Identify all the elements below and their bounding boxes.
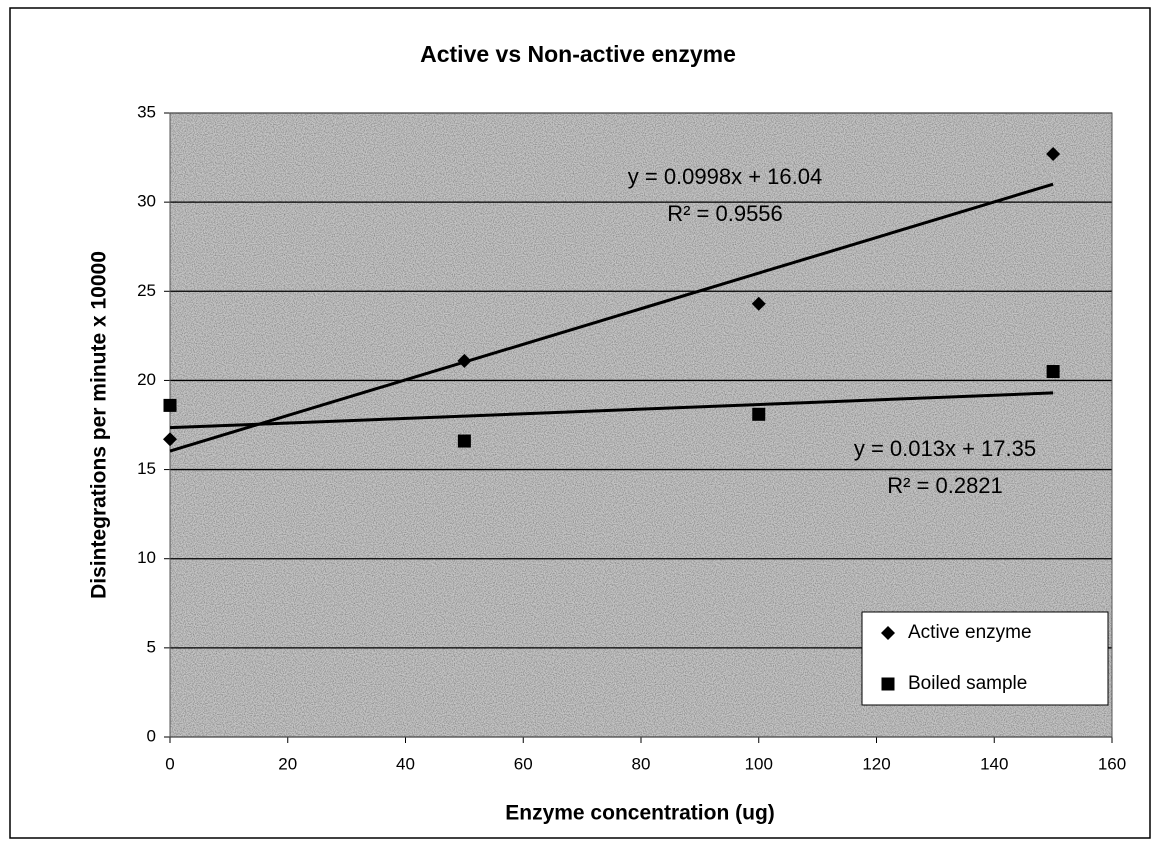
legend-label: Active enzyme	[908, 622, 1032, 643]
chart-title: Active vs Non-active enzyme	[420, 41, 736, 67]
trendline-equation: y = 0.013x + 17.35	[854, 436, 1036, 461]
x-tick-label: 0	[165, 754, 174, 773]
trendline	[169, 391, 1054, 430]
y-tick-label: 35	[137, 102, 156, 121]
trendline	[169, 182, 1054, 453]
y-tick-label: 0	[147, 726, 156, 745]
x-tick-label: 40	[396, 754, 415, 773]
x-axis-label: Enzyme concentration (ug)	[505, 802, 775, 825]
point	[457, 434, 471, 448]
plot-border	[169, 112, 1113, 738]
legend-marker	[881, 626, 895, 640]
x-tick-label: 140	[980, 754, 1008, 773]
x-tick-label: 120	[862, 754, 890, 773]
point	[752, 407, 766, 421]
y-tick-label: 5	[147, 637, 156, 656]
x-tick-label: 60	[514, 754, 533, 773]
y-axis-label: Disintegrations per minute x 10000	[88, 251, 111, 599]
y-tick-label: 30	[137, 192, 156, 211]
point	[163, 432, 177, 447]
trendline-r2: R² = 0.2821	[887, 473, 1003, 498]
y-tick-label: 20	[137, 370, 156, 389]
x-tick-label: 160	[1098, 754, 1126, 773]
point	[1046, 147, 1061, 162]
point	[457, 353, 472, 368]
legend-label: Boiled sample	[908, 673, 1027, 694]
point	[1046, 365, 1060, 379]
x-tick-label: 100	[745, 754, 773, 773]
trendline-r2: R² = 0.9556	[667, 201, 783, 226]
x-tick-label: 80	[632, 754, 651, 773]
legend-marker	[881, 677, 895, 691]
x-tick-label: 20	[278, 754, 297, 773]
trendline-equation: y = 0.0998x + 16.04	[628, 164, 823, 189]
y-tick-label: 10	[137, 548, 156, 567]
legend-box	[861, 611, 1109, 706]
y-tick-label: 25	[137, 281, 156, 300]
y-tick-label: 15	[137, 459, 156, 478]
point	[751, 296, 766, 311]
point	[163, 398, 177, 412]
